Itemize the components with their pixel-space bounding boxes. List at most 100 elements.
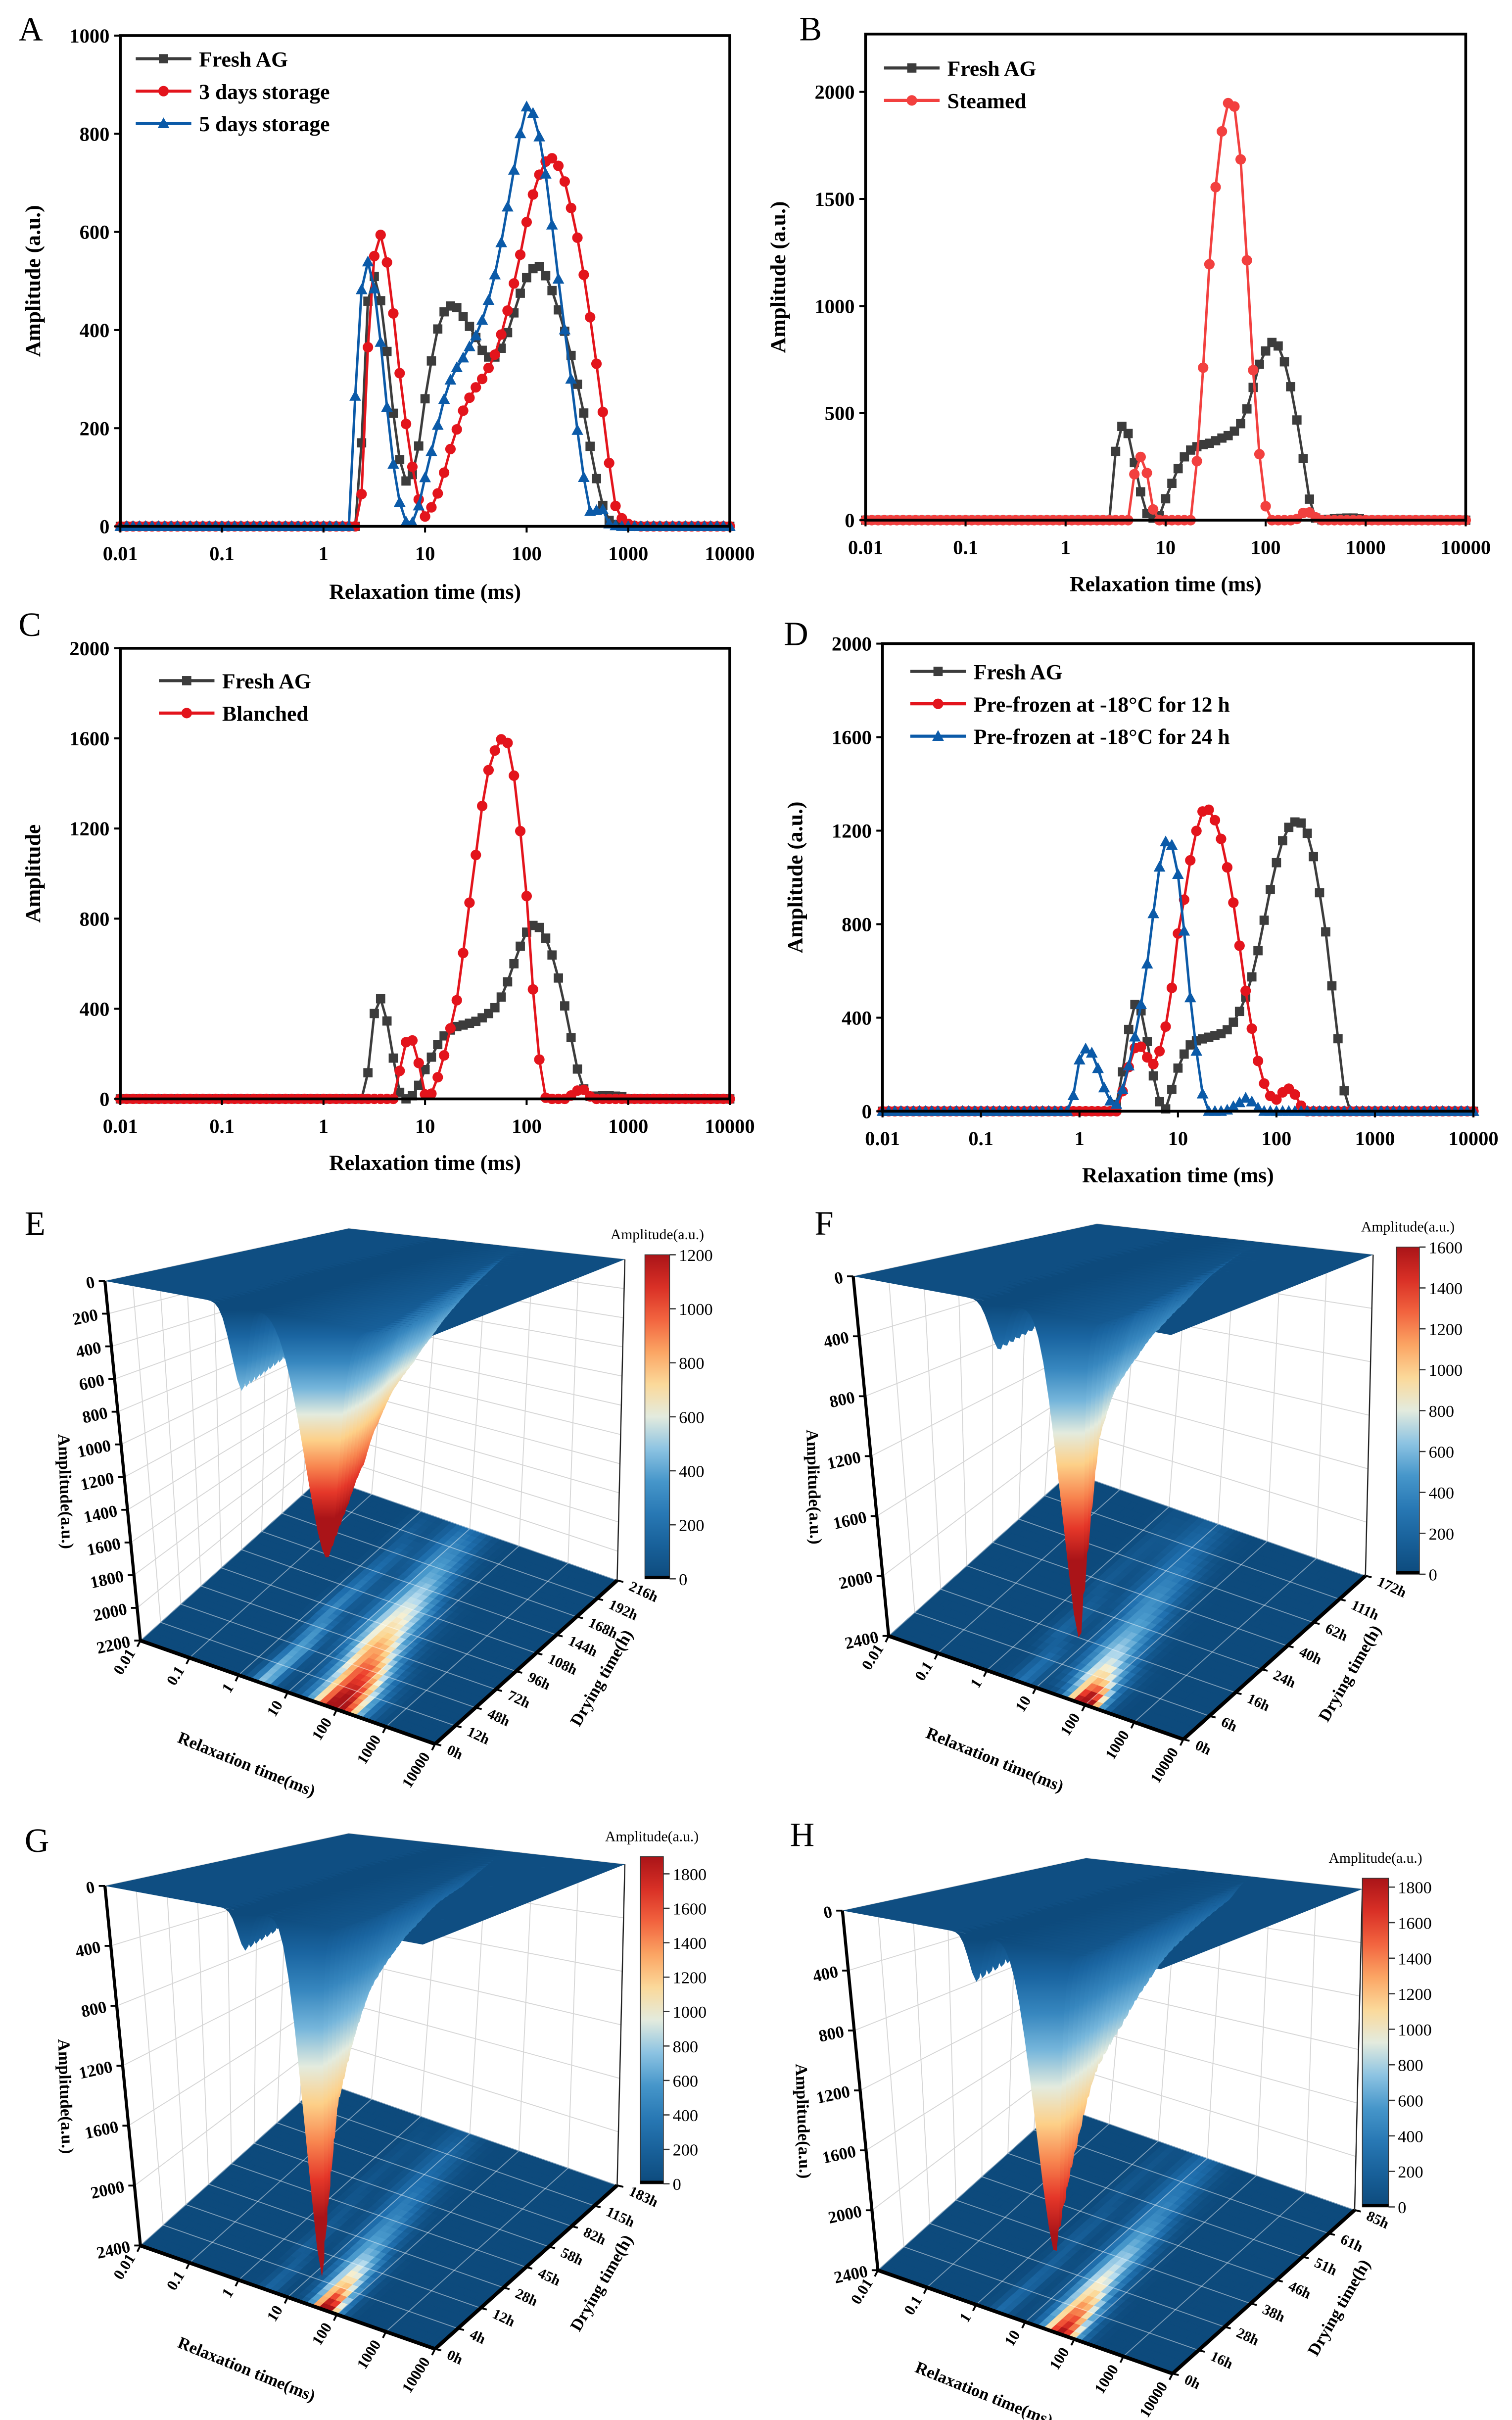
data-point [1253, 1056, 1264, 1066]
data-point [514, 127, 526, 139]
data-point [578, 269, 589, 280]
y-tick-label: 1600 [69, 727, 109, 750]
y-tick-label: 1000 [69, 25, 109, 47]
data-point [1227, 1100, 1239, 1112]
data-point [1204, 259, 1215, 270]
x-tick-label: 0.1 [911, 1658, 936, 1684]
data-point [401, 419, 412, 430]
colorbar-title: Amplitude(a.u.) [1361, 1219, 1455, 1235]
data-point [502, 305, 513, 316]
colorbar-tick-label: 200 [1429, 1525, 1454, 1544]
z-tick-label: 1000 [76, 1436, 113, 1461]
x-tick-label: 10 [1011, 1693, 1034, 1715]
data-point [1124, 1024, 1134, 1034]
legend-marker [182, 676, 191, 685]
x-tick-label: 10000 [398, 1749, 433, 1791]
colorbar-tick-label: 400 [679, 1462, 704, 1481]
data-point [382, 346, 392, 356]
data-point [508, 164, 520, 175]
data-point [540, 168, 552, 179]
legend-label: Fresh AG [199, 48, 288, 71]
data-point [1240, 985, 1251, 996]
data-point [502, 200, 514, 212]
legend-item: Pre-frozen at -18°C for 24 h [910, 725, 1230, 749]
y-tick-label: 400 [80, 998, 110, 1020]
series-fresh-ag [115, 262, 735, 531]
data-point [1191, 825, 1202, 836]
series-fresh-ag [878, 817, 1478, 1116]
colorbar-min-cap [645, 1576, 670, 1579]
data-point [394, 368, 405, 379]
z-tick-label: 400 [74, 1338, 103, 1362]
data-point [1255, 359, 1264, 369]
data-point [1129, 1030, 1141, 1042]
data-point [483, 765, 494, 775]
x-axis-label: Relaxation time (ms) [1082, 1163, 1274, 1187]
x-tick-label: 100 [1056, 1710, 1083, 1739]
x-tick-label: 1000 [608, 1115, 648, 1137]
data-point [464, 392, 475, 403]
data-point [1073, 1054, 1086, 1065]
colorbar-tick-label: 1200 [1429, 1320, 1463, 1339]
z-tick-label: 1200 [79, 1469, 116, 1494]
data-point [1086, 1047, 1098, 1058]
data-point [546, 218, 558, 230]
data-point [414, 441, 424, 451]
panel-letter: E [25, 1205, 46, 1242]
series-line [120, 156, 730, 528]
data-point [458, 948, 469, 959]
data-point [451, 361, 463, 373]
data-point [553, 160, 564, 171]
data-point [1129, 469, 1140, 480]
wall-gridline [1316, 1250, 1328, 1559]
data-point [370, 1009, 379, 1018]
wall-gridline [213, 1258, 222, 1568]
x-tick-label: 100 [512, 542, 542, 565]
y-tick-label: 200 [80, 417, 110, 439]
legend-item: Fresh AG [884, 57, 1037, 81]
data-point [509, 770, 520, 781]
data-point [349, 389, 361, 401]
data-point [1271, 1094, 1282, 1105]
legend-label: Pre-frozen at -18°C for 24 h [974, 725, 1230, 749]
data-point [1160, 835, 1172, 847]
data-point [388, 1053, 398, 1063]
data-point [1161, 494, 1171, 504]
data-point [1210, 182, 1221, 193]
data-point [559, 176, 570, 187]
z-tick-label: 0 [84, 1273, 96, 1293]
data-point [1217, 126, 1228, 137]
y-tick-label: 2000 [832, 633, 872, 655]
x-tick-label: 10000 [1146, 1744, 1181, 1787]
data-point [1327, 981, 1337, 991]
y-axis-label: Amplitude [21, 824, 45, 923]
z-tick-label: 0 [833, 1268, 845, 1288]
legend-label: 5 days storage [199, 112, 330, 136]
data-point [1234, 1007, 1244, 1016]
panel-letter: F [814, 1205, 833, 1242]
y-tick-label: 172h [1375, 1574, 1409, 1601]
legend-item: 5 days storage [136, 112, 330, 136]
legend-label: Steamed [947, 89, 1027, 113]
colorbar-tick-label: 0 [679, 1570, 687, 1589]
data-point [597, 503, 609, 515]
floor-heatmap [140, 1476, 618, 1744]
colorbar-tick-label: 400 [1429, 1484, 1454, 1502]
data-point [414, 1080, 424, 1090]
data-point [356, 488, 367, 499]
data-point [572, 232, 583, 243]
data-point [451, 995, 462, 1006]
data-point [457, 351, 469, 363]
data-point [381, 257, 392, 268]
box-edge [1365, 1255, 1374, 1576]
x-tick-label: 1 [218, 1680, 237, 1696]
data-point [1067, 1089, 1080, 1100]
colorbar-tick-label: 1000 [1429, 1361, 1463, 1380]
data-point [1272, 858, 1281, 868]
data-point [413, 1058, 424, 1068]
x-tick-label: 1 [1061, 536, 1071, 559]
legend-marker [159, 54, 168, 64]
